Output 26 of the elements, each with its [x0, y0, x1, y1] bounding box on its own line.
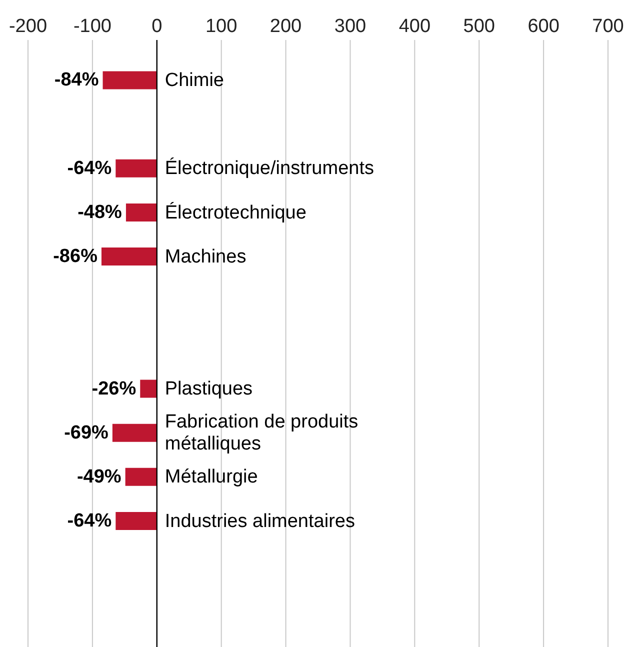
x-tick-label: 100	[205, 16, 238, 37]
data-label: -64%	[67, 510, 112, 532]
x-tick-label: -100	[73, 16, 112, 37]
y-tick-label: Métallurgie	[164, 466, 258, 488]
data-label: -86%	[53, 246, 98, 268]
y-tick-label: Plastiques	[164, 378, 253, 400]
y-tick-label: Fabrication de produits métalliques	[164, 411, 358, 454]
data-label: -48%	[78, 202, 122, 223]
y-tick-label: Chimie	[164, 70, 224, 91]
x-tick-label: 0	[152, 16, 162, 37]
x-tick-label: -200	[8, 16, 48, 37]
data-label: -26%	[92, 378, 136, 400]
y-tick-label: Machines	[164, 246, 246, 267]
y-tick-label: Électronique/instruments	[164, 156, 374, 179]
x-tick-label: 300	[334, 16, 366, 37]
x-tick-label: 400	[398, 16, 431, 37]
data-label: -49%	[76, 466, 122, 488]
x-tick-label: 200	[270, 16, 302, 37]
data-label: -84%	[54, 70, 99, 91]
y-tick-label: Électrotechnique	[164, 200, 306, 223]
y-tick-label: Industries alimentaires	[164, 510, 355, 532]
x-tick-label: 700	[592, 16, 624, 37]
x-tick-label: 600	[528, 16, 560, 37]
data-label: -69%	[64, 422, 109, 444]
data-label: -64%	[67, 158, 112, 179]
x-tick-label: 500	[463, 16, 495, 37]
